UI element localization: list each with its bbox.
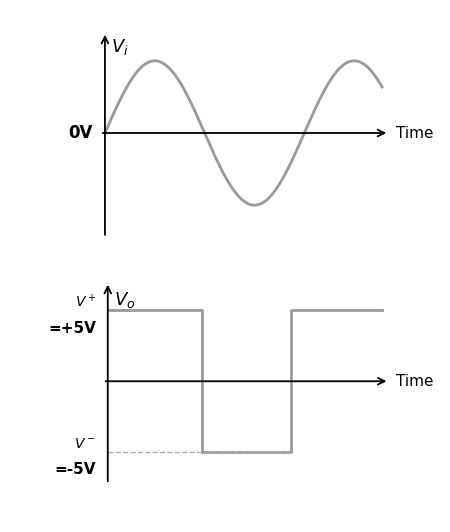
Text: Time: Time [396, 374, 434, 389]
Text: 0V: 0V [68, 124, 93, 142]
Text: $V_i$: $V_i$ [111, 37, 129, 57]
Text: $V^-$: $V^-$ [75, 437, 96, 451]
Text: $V_o$: $V_o$ [114, 290, 135, 310]
Text: =+5V: =+5V [48, 321, 96, 336]
Text: $V^+$: $V^+$ [75, 293, 96, 311]
Text: Time: Time [396, 126, 433, 140]
Text: =-5V: =-5V [54, 462, 96, 477]
